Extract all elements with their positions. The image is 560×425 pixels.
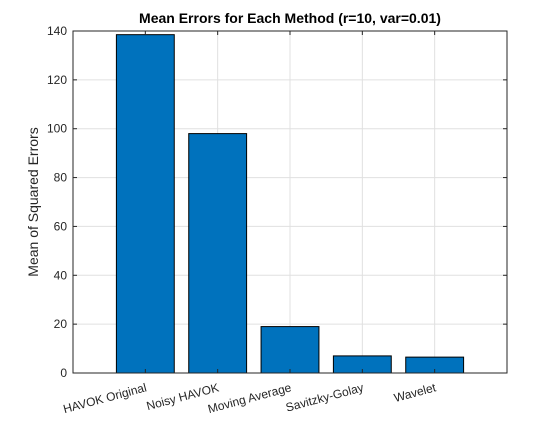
y-tick-label: 20 <box>54 317 68 331</box>
y-tick-label: 40 <box>54 268 68 282</box>
y-axis-label: Mean of Squared Errors <box>25 127 41 276</box>
bar-havok-original <box>115 34 175 374</box>
y-tick-label: 120 <box>47 73 67 87</box>
y-tick-label: 140 <box>47 24 67 38</box>
y-tick-label: 100 <box>47 122 67 136</box>
y-tick-label: 60 <box>54 219 68 233</box>
bar-noisy-havok <box>188 133 248 374</box>
y-axis-ticks: 0 20 40 60 80 100 120 140 <box>47 24 507 380</box>
y-tick-label: 80 <box>54 171 68 185</box>
chart-title: Mean Errors for Each Method (r=10, var=0… <box>139 10 441 26</box>
bar-moving-average <box>260 326 320 374</box>
y-tick-label: 0 <box>60 366 67 380</box>
